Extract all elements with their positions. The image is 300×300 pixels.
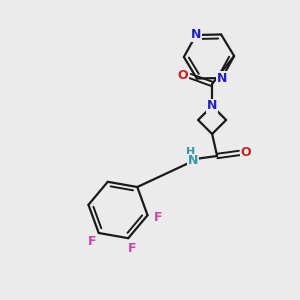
Text: O: O — [178, 70, 188, 83]
Text: F: F — [128, 242, 136, 255]
Text: N: N — [217, 71, 227, 85]
Text: N: N — [188, 154, 198, 167]
Text: F: F — [154, 211, 163, 224]
Text: N: N — [207, 100, 217, 112]
Text: H: H — [187, 147, 196, 157]
Text: O: O — [241, 146, 251, 160]
Text: F: F — [87, 235, 96, 248]
Text: N: N — [191, 28, 201, 41]
